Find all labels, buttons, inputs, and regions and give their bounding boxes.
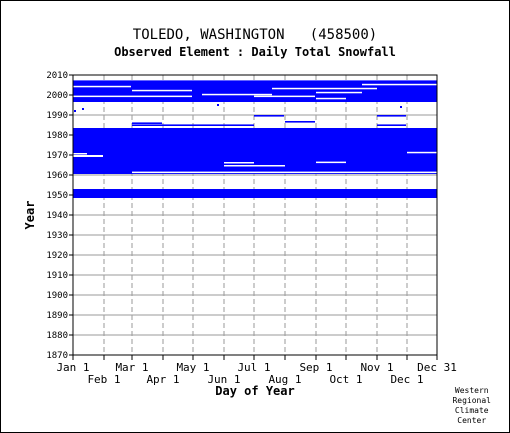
- grid-layer: [72, 74, 438, 356]
- y-tick-label: 1910: [46, 271, 68, 281]
- data-gap: [316, 161, 346, 164]
- data-block: [132, 124, 254, 126]
- data-gap: [362, 83, 437, 86]
- x-tick-label: Jun 1: [207, 373, 240, 386]
- data-block: [73, 80, 437, 102]
- x-tick-label: Feb 1: [87, 373, 120, 386]
- data-gap: [73, 95, 192, 98]
- data-block: [377, 115, 406, 117]
- credit-line: Center: [457, 416, 487, 425]
- x-tick-label: Apr 1: [146, 373, 179, 386]
- data-block: [73, 128, 437, 174]
- x-tick-label: Mar 1: [115, 361, 148, 374]
- data-gap: [254, 95, 315, 98]
- y-tick-label: 1980: [46, 131, 68, 141]
- credit-block: Western Regional Climate Center: [452, 386, 491, 426]
- credit-line: Western: [454, 386, 489, 395]
- data-mark: [400, 106, 402, 108]
- y-tick-label: 1990: [46, 111, 68, 121]
- data-gap: [224, 162, 254, 164]
- data-block: [285, 121, 315, 123]
- x-tick-label: Jul 1: [237, 361, 270, 374]
- y-tick-label: 1930: [46, 231, 68, 241]
- data-mark: [82, 108, 84, 110]
- data-layer: [73, 80, 437, 198]
- data-gap: [316, 97, 346, 100]
- data-gap: [73, 153, 87, 155]
- y-tick-label: 1970: [46, 151, 68, 161]
- y-tick-label: 1960: [46, 171, 68, 181]
- data-mark: [217, 104, 219, 106]
- data-block: [132, 122, 162, 124]
- y-tick-label: 1950: [46, 191, 68, 201]
- data-gap: [407, 151, 437, 154]
- x-tick-label: Sep 1: [299, 361, 332, 374]
- data-gap: [73, 155, 103, 157]
- x-tick-label: May 1: [176, 361, 209, 374]
- x-tick-label: Oct 1: [329, 373, 362, 386]
- y-axis-label: Year: [23, 201, 37, 230]
- x-tick-label: Nov 1: [360, 361, 393, 374]
- data-gap: [132, 89, 192, 92]
- data-block: [254, 115, 284, 117]
- y-tick-label: 1920: [46, 251, 68, 261]
- data-gap: [132, 171, 437, 174]
- y-tick-label: 1940: [46, 211, 68, 221]
- x-tick-label: Jan 1: [56, 361, 89, 374]
- credit-line: Regional: [452, 396, 491, 405]
- credit-line: Climate: [454, 406, 489, 415]
- chart-subtitle: Observed Element : Daily Total Snowfall: [114, 45, 396, 59]
- chart-title: TOLEDO, WASHINGTON (458500): [132, 27, 378, 43]
- y-tick-label: 1870: [46, 351, 68, 361]
- data-gap: [224, 165, 285, 167]
- y-tick-label: 1900: [46, 291, 68, 301]
- axis-layer: 1870 1880 1890 1900 1910 1920 1930 1940 1950 1960…: [23, 71, 457, 398]
- y-tick-label: 2000: [46, 91, 68, 101]
- x-tick-label: Dec 1: [390, 373, 423, 386]
- data-gap: [316, 91, 362, 94]
- x-tick-label: Aug 1: [268, 373, 301, 386]
- y-tick-label: 1890: [46, 311, 68, 321]
- data-block: [73, 189, 437, 198]
- x-axis-label: Day of Year: [215, 384, 294, 398]
- y-tick-label: 2010: [46, 71, 68, 81]
- x-tick-label: Dec 31: [417, 361, 457, 374]
- data-mark: [74, 110, 76, 112]
- y-tick-label: 1880: [46, 331, 68, 341]
- data-block: [377, 124, 406, 126]
- data-gap: [73, 85, 131, 88]
- data-gap: [272, 87, 377, 90]
- data-gap: [202, 93, 272, 96]
